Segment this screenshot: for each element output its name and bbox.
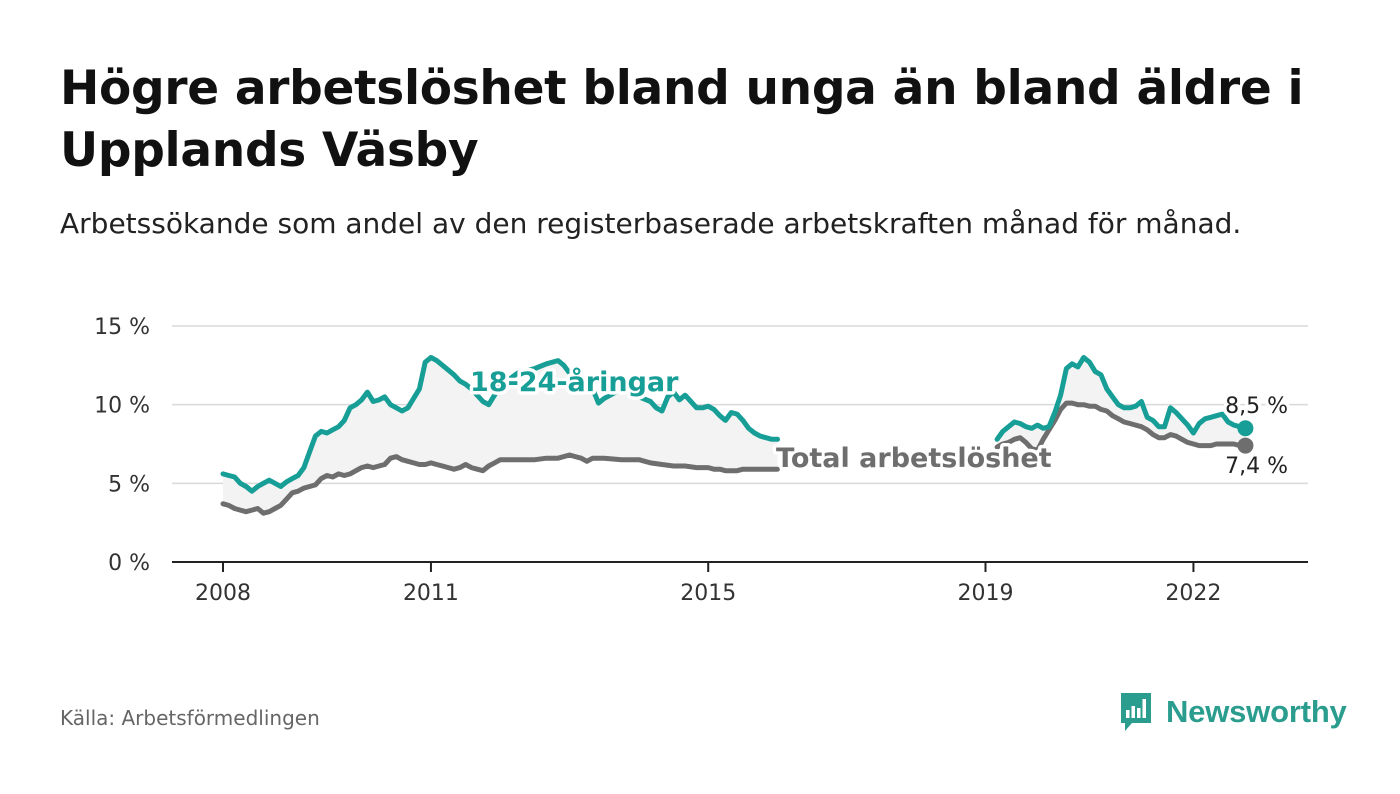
difference-band: [223, 357, 778, 514]
y-tick-label: 10 %: [94, 394, 150, 419]
series-label-youth: 18-24-åringar: [470, 366, 679, 398]
x-tick-label: 2008: [195, 581, 251, 606]
source-note: Källa: Arbetsförmedlingen: [60, 706, 320, 730]
chart-title: Högre arbetslöshet bland unga än bland ä…: [60, 61, 1304, 178]
difference-band: [997, 357, 1246, 451]
x-tick-label: 2015: [680, 581, 736, 606]
series-line-youth: [994, 355, 1248, 442]
series-label-total: Total arbetslöshet: [776, 443, 1052, 474]
x-tick-label: 2011: [403, 581, 459, 606]
series-line-total: [994, 400, 1248, 453]
line-chart: 0 % 5 % 10 % 15 % 2008 2011 2015 2019 2022 18-24-…: [94, 315, 1308, 606]
end-value-total: 7,4 %: [1225, 454, 1288, 479]
brand-name: Newsworthy: [1166, 694, 1347, 729]
end-point-youth: [1237, 420, 1254, 437]
series-line-total: [220, 452, 780, 516]
newsworthy-logo-icon: [1121, 693, 1151, 731]
x-tick-label: 2019: [957, 581, 1013, 606]
y-tick-label: 5 %: [108, 472, 150, 497]
chart-subtitle: Arbetssökande som andel av den registerb…: [60, 207, 1242, 240]
y-tick-label: 15 %: [94, 315, 150, 340]
end-point-total: [1237, 437, 1254, 454]
series-line-youth: [220, 355, 780, 494]
y-tick-label: 0 %: [108, 551, 150, 576]
x-tick-label: 2022: [1165, 581, 1221, 606]
end-value-youth: 8,5 %: [1225, 394, 1288, 419]
brand-logo: Newsworthy: [1118, 690, 1347, 734]
